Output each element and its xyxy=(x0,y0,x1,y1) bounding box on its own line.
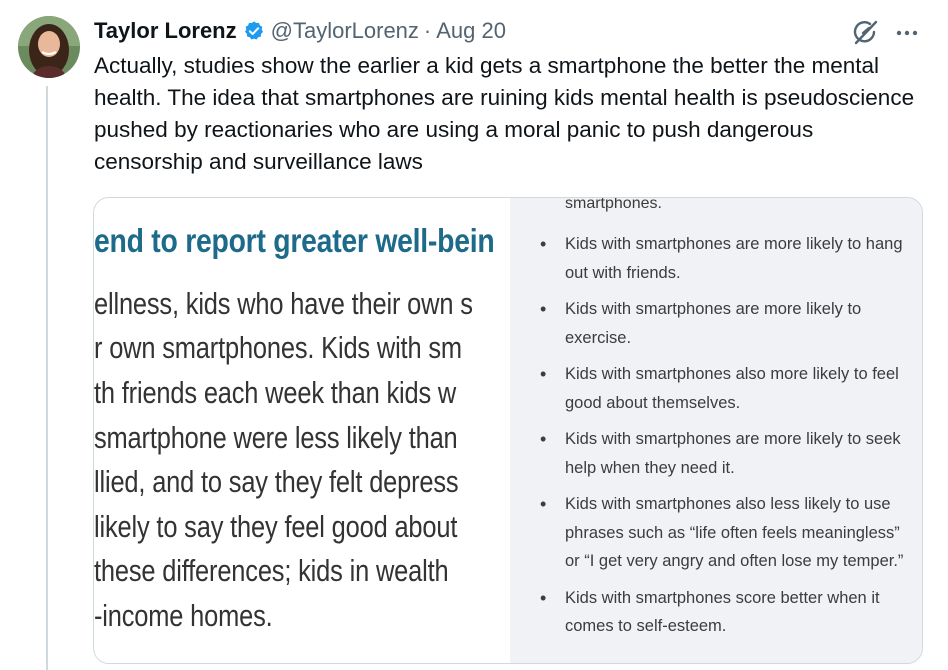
article-line: llied, and to say they felt depress xyxy=(94,464,459,499)
tweet-text: Actually, studies show the earlier a kid… xyxy=(94,53,915,174)
article-line: these differences; kids in wealth xyxy=(94,553,449,588)
article-line: th friends each week than kids w xyxy=(94,375,457,410)
author-display-name[interactable]: Taylor Lorenz xyxy=(94,18,237,43)
avatar[interactable] xyxy=(18,16,80,78)
article-line: -income homes. xyxy=(94,598,273,633)
tweet-date[interactable]: Aug 20 xyxy=(436,18,506,43)
tweet-media-image[interactable]: end to report greater well-bein ellness,… xyxy=(93,197,923,664)
article-line: likely to say they feel good about xyxy=(94,509,458,544)
summary-bullet: Kids with smartphones are more likely to… xyxy=(540,230,910,287)
article-line: ellness, kids who have their own s xyxy=(94,286,473,321)
more-icon[interactable] xyxy=(893,20,923,46)
verified-badge-icon[interactable] xyxy=(243,20,265,42)
tweet-header: Taylor Lorenz @TaylorLorenz · Aug 20 xyxy=(94,16,506,46)
summary-bullet: Kids with smartphones are more likely to… xyxy=(540,425,910,482)
article-line: r own smartphones. Kids with sm xyxy=(94,330,462,365)
summary-bullet: Kids with smartphones also less likely t… xyxy=(540,490,910,576)
summary-bullet-list: Kids with smartphones are more likely to… xyxy=(540,230,910,649)
thread-line xyxy=(46,86,48,670)
article-line: smartphone were less likely than xyxy=(94,420,458,455)
summary-bullet: Kids with smartphones are more likely to… xyxy=(540,295,910,352)
author-handle[interactable]: @TaylorLorenz xyxy=(270,18,419,43)
summary-bullet: Kids with smartphones score better when … xyxy=(540,584,910,641)
article-heading: end to report greater well-bein xyxy=(94,222,495,259)
summary-panel: smartphones. Kids with smartphones are m… xyxy=(510,198,922,663)
header-separator: · xyxy=(423,18,432,43)
summary-bullet: Kids with smartphones also more likely t… xyxy=(540,360,910,417)
article-excerpt: end to report greater well-bein ellness,… xyxy=(94,198,510,663)
grok-icon[interactable] xyxy=(850,18,880,48)
summary-top-fragment: smartphones. xyxy=(565,198,662,212)
